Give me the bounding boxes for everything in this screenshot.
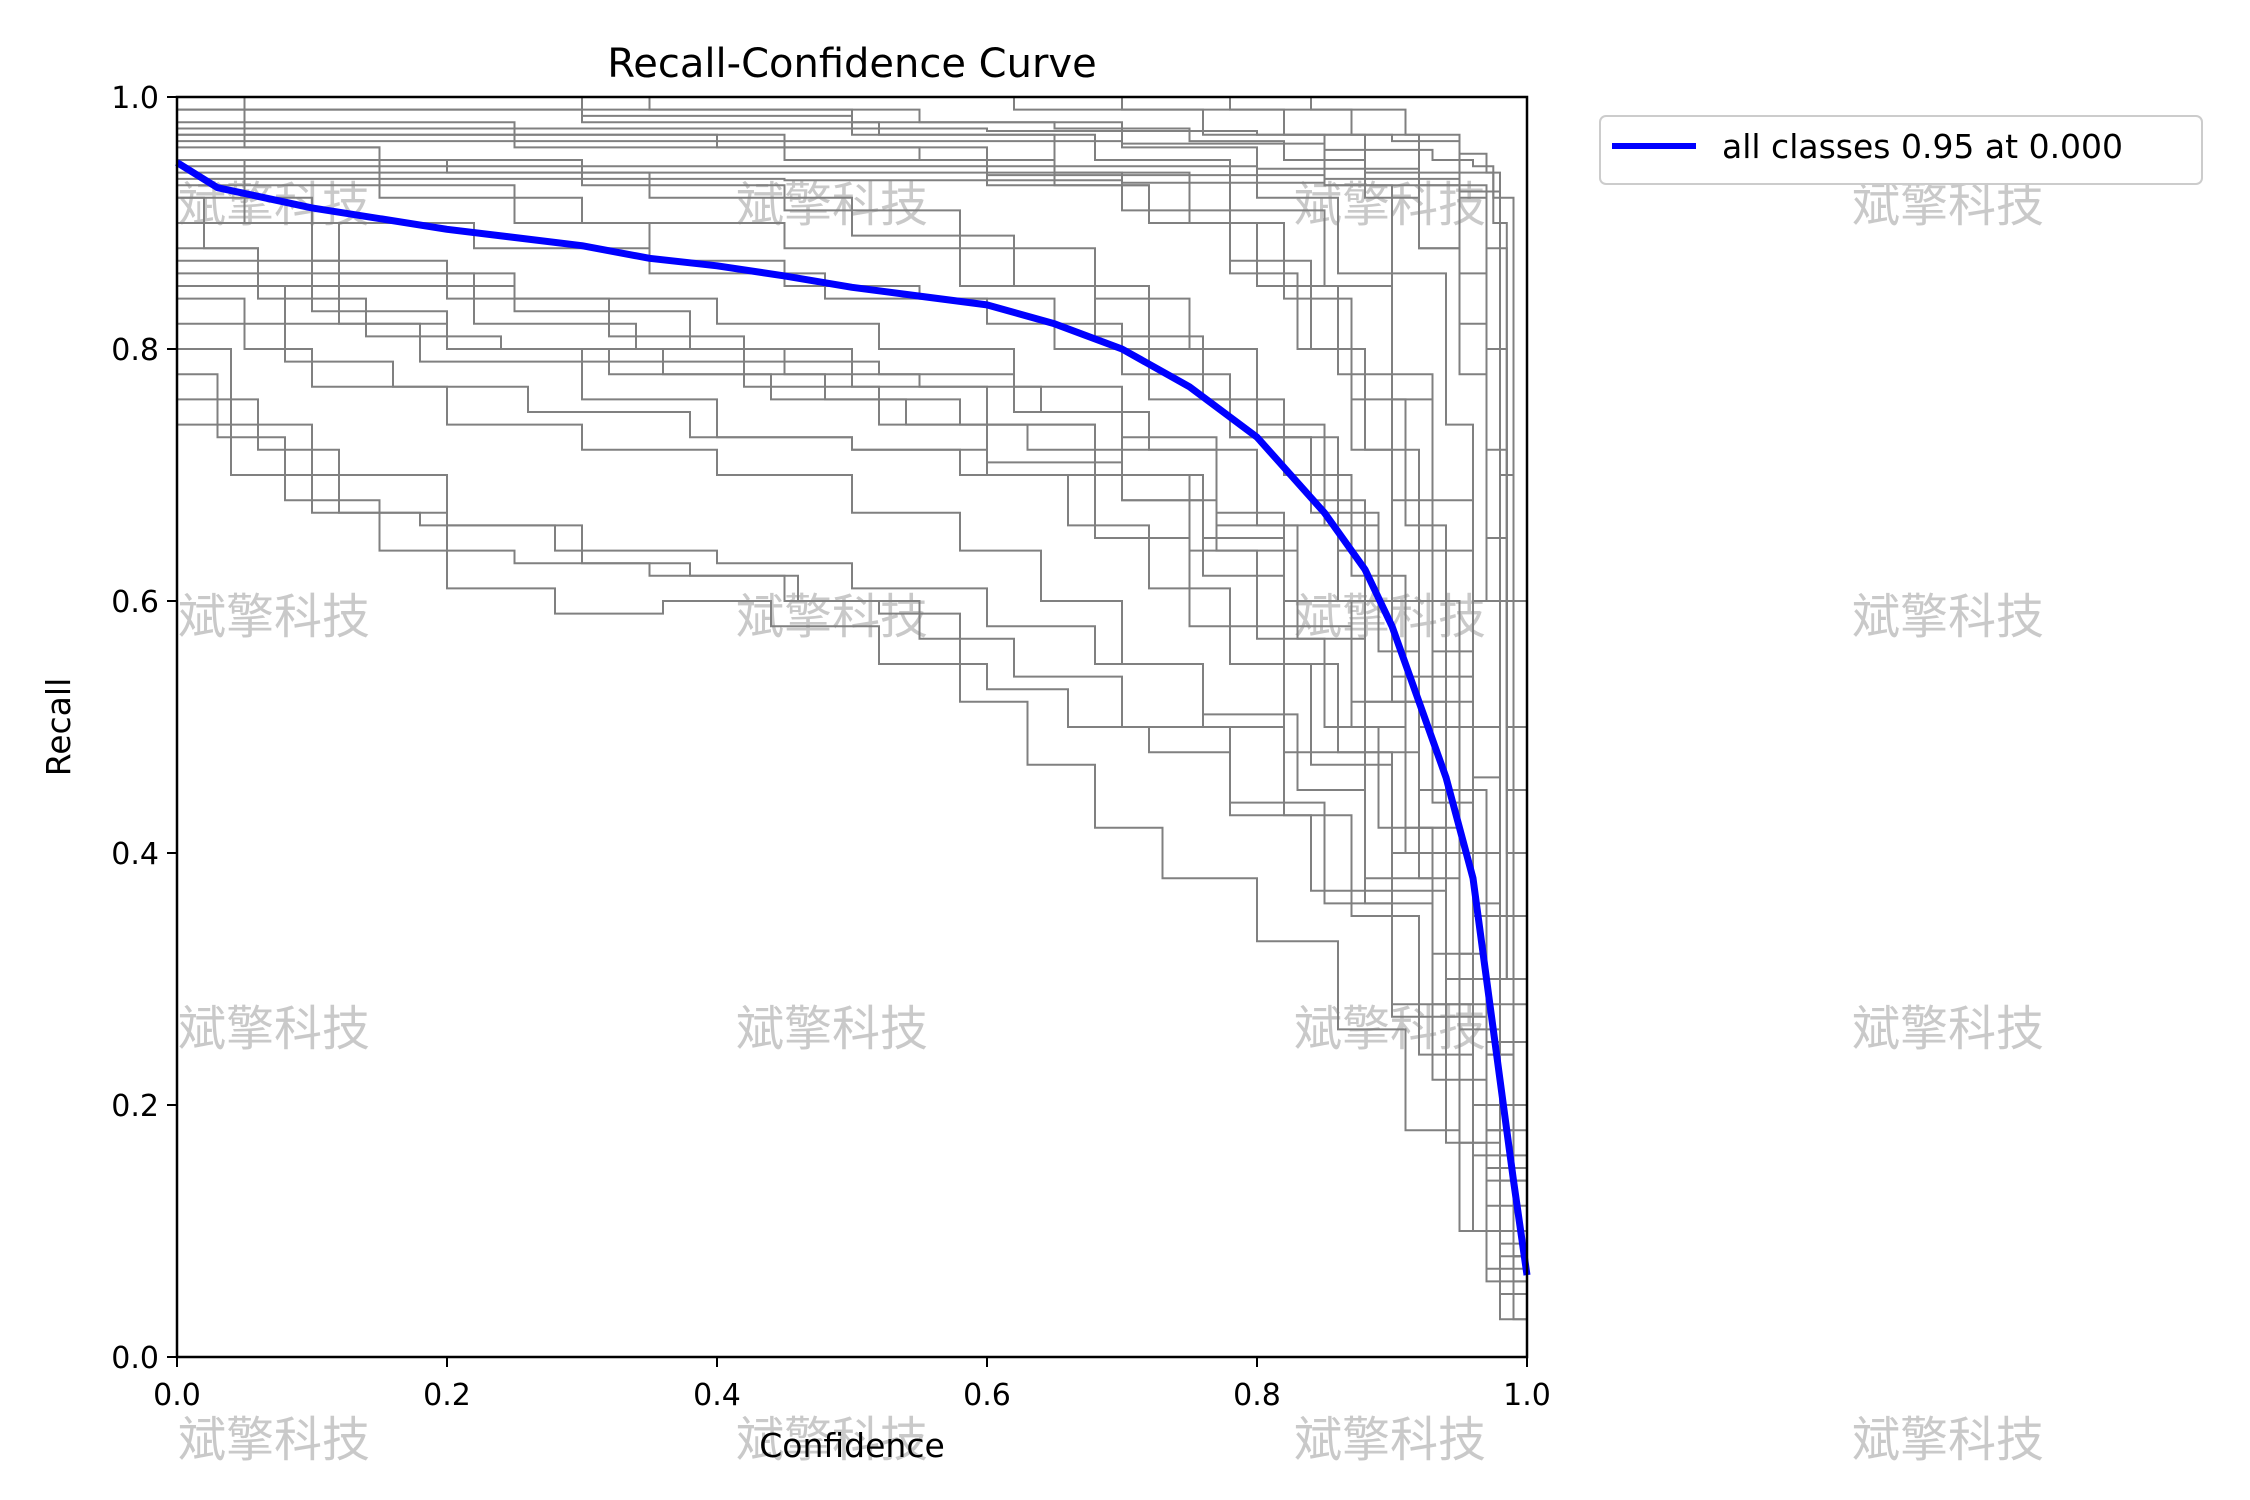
watermark-text: 斌擎科技 xyxy=(178,589,370,645)
class-curve xyxy=(177,222,1528,1357)
class-curve xyxy=(177,423,1528,1357)
watermark-text: 斌擎科技 xyxy=(1852,589,2044,645)
y-tick-label: 0.6 xyxy=(111,585,159,620)
class-curve xyxy=(177,96,1528,1357)
x-tick-label: 1.0 xyxy=(1503,1378,1551,1413)
class-curve xyxy=(177,121,1528,1357)
class-curve xyxy=(177,96,1528,1357)
class-curve xyxy=(177,272,1528,1357)
class-curve xyxy=(177,159,1528,1357)
y-tick-label: 0.2 xyxy=(111,1089,159,1124)
legend-box xyxy=(1599,115,2203,185)
class-curves xyxy=(177,96,1528,1357)
class-curve xyxy=(177,159,1528,1357)
class-curve xyxy=(177,348,1528,1357)
watermark-text: 斌擎科技 xyxy=(1294,1412,1486,1468)
watermark-text: 斌擎科技 xyxy=(1852,1001,2044,1057)
watermark-text: 斌擎科技 xyxy=(178,1412,370,1468)
watermark-text: 斌擎科技 xyxy=(178,1001,370,1057)
plot-frame xyxy=(175,95,1529,1359)
y-tick-label: 0.8 xyxy=(111,333,159,368)
x-tick-label: 0.0 xyxy=(153,1378,201,1413)
class-curve xyxy=(177,133,1528,1357)
class-curve xyxy=(177,297,1528,1357)
watermark-text: 斌擎科技 xyxy=(736,589,928,645)
x-axis-label: Confidence xyxy=(759,1426,945,1465)
class-curve xyxy=(177,133,1528,1357)
watermark-text: 斌擎科技 xyxy=(1294,177,1486,233)
class-curve xyxy=(177,108,1528,1357)
class-curve xyxy=(177,96,1528,1357)
x-tick-label: 0.2 xyxy=(423,1378,471,1413)
watermark-text: 斌擎科技 xyxy=(736,1001,928,1057)
class-curve xyxy=(177,96,1528,1357)
x-tick-label: 0.6 xyxy=(963,1378,1011,1413)
class-curve xyxy=(177,127,1528,1357)
legend: all classes 0.95 at 0.000 xyxy=(1599,115,2203,185)
y-tick-label: 0.0 xyxy=(111,1341,159,1376)
all-classes-curve xyxy=(175,159,1531,1276)
x-tick-label: 0.4 xyxy=(693,1378,741,1413)
x-tick-label: 0.8 xyxy=(1233,1378,1281,1413)
chart-title: Recall-Confidence Curve xyxy=(607,41,1096,87)
axes: 0.0 0.2 0.4 0.6 0.8 1.0 0.0 0.2 0.4 0.6 0.8 1.0 xyxy=(111,81,1551,1413)
class-curve xyxy=(177,373,1528,1357)
watermark-text: 斌擎科技 xyxy=(736,1412,928,1468)
class-curve xyxy=(177,108,1528,1357)
y-axis-label: Recall xyxy=(39,678,78,776)
class-curve xyxy=(177,165,1528,1357)
y-tick-label: 0.4 xyxy=(111,837,159,872)
y-tick-label: 1.0 xyxy=(111,81,159,116)
summary-curve xyxy=(175,159,1531,1276)
legend-label-all-classes: all classes 0.95 at 0.000 xyxy=(1722,127,2123,166)
watermark-text: 斌擎科技 xyxy=(1852,1412,2044,1468)
watermark-text: 斌擎科技 xyxy=(1852,177,2044,233)
